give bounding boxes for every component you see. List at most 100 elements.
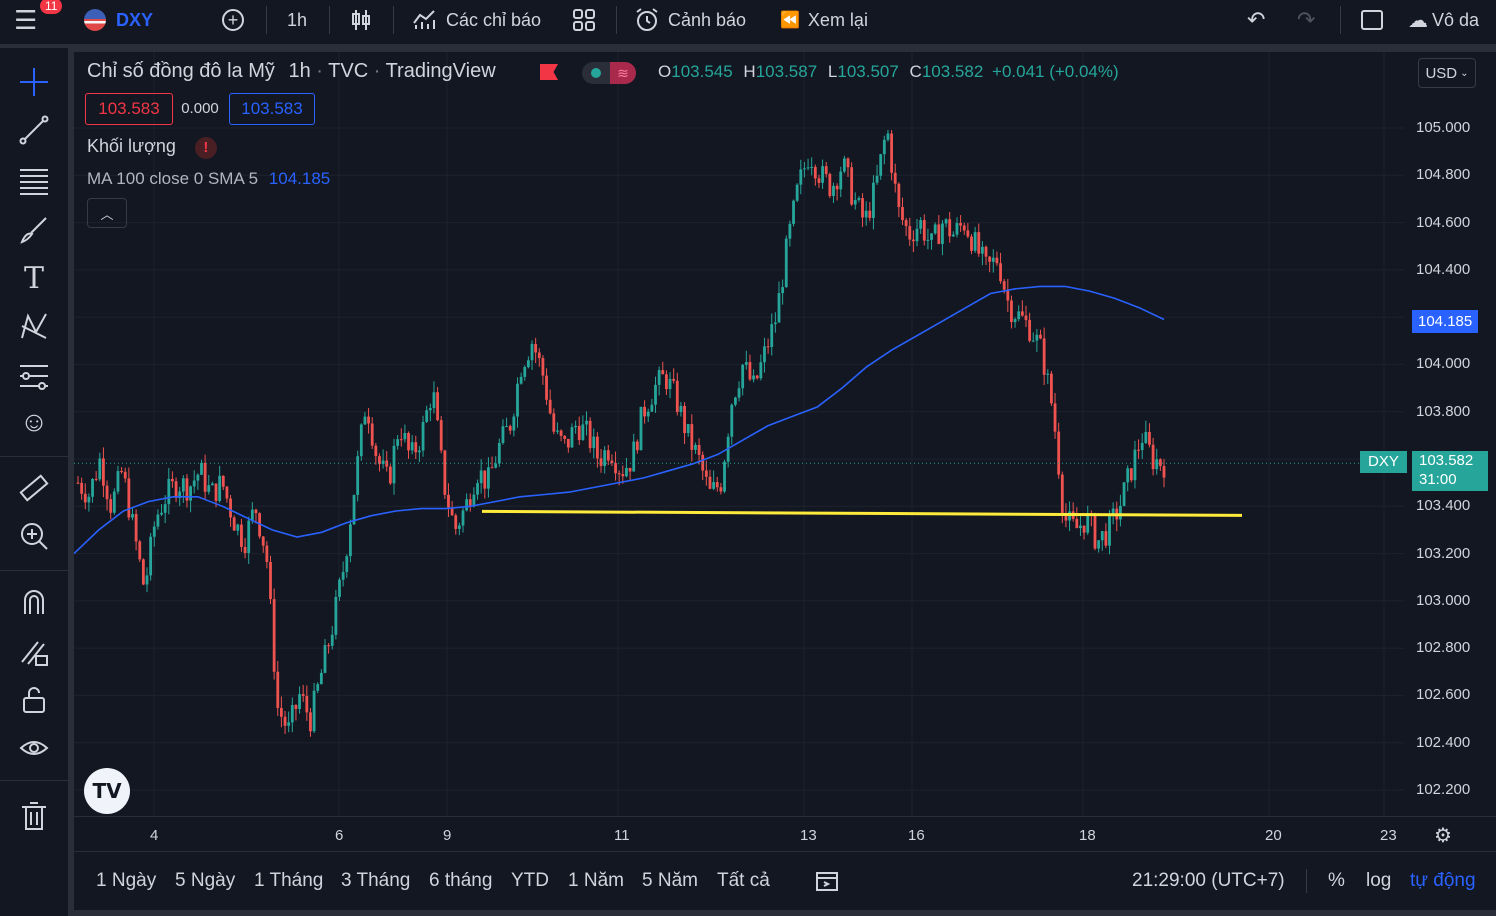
candle-body [654, 384, 657, 405]
range-button[interactable]: 1 Năm [568, 870, 624, 891]
pattern-tool[interactable] [14, 306, 54, 346]
undo-button[interactable]: ↶ [1247, 0, 1265, 40]
price-chart[interactable] [74, 52, 1496, 816]
candle-body [240, 524, 243, 547]
currency-button[interactable]: USD ⌄ [1418, 58, 1476, 88]
market-status-toggle[interactable]: ≋ [582, 62, 636, 84]
candle-body [1053, 403, 1057, 432]
price-tick-label: 104.800 [1416, 166, 1471, 184]
interval-button[interactable]: 1h [287, 0, 307, 40]
ruler-tool[interactable] [14, 468, 54, 508]
candle-body [661, 370, 665, 375]
candle-body [893, 172, 897, 184]
ma-price-tag: 104.185 [1412, 309, 1479, 333]
layout-select-button[interactable] [1361, 0, 1383, 40]
compare-button[interactable]: + [222, 0, 244, 40]
alerts-button[interactable]: Cảnh báo [634, 0, 746, 40]
spread-value: 0.000 [181, 99, 219, 117]
candle-body [254, 509, 258, 514]
buy-button[interactable]: 103.583 [229, 93, 315, 125]
candle-body [294, 705, 298, 709]
lock-all-tool[interactable] [14, 680, 54, 720]
candle-body [1108, 514, 1111, 546]
candle-body [1133, 449, 1137, 481]
candle-body [1024, 315, 1028, 320]
crosshair-icon [20, 68, 48, 96]
candle-body [116, 471, 120, 492]
range-button[interactable]: 1 Tháng [254, 870, 324, 891]
chart-settings-gear-icon[interactable]: ⚙ [1434, 825, 1452, 847]
alarm-clock-icon [636, 8, 658, 31]
us-flag-icon [84, 9, 106, 31]
ma-label: MA 100 close 0 SMA 5 [87, 169, 259, 188]
volume-legend: Khối lượng ! [87, 136, 217, 159]
candle-body [810, 166, 814, 168]
replay-label: Xem lại [807, 9, 868, 30]
auto-scale-toggle[interactable]: tự động [1410, 852, 1476, 910]
candle-body [541, 358, 545, 376]
range-button[interactable]: 3 Tháng [341, 870, 411, 891]
brush-tool[interactable] [14, 210, 54, 250]
candle-body [799, 169, 803, 185]
candle-body [305, 695, 309, 713]
candle-body [192, 480, 196, 487]
save-cloud-button[interactable]: ☁ Vô da [1408, 0, 1479, 40]
chevron-down-icon: ⌄ [1460, 67, 1469, 79]
collapse-legend-button[interactable]: ︿ [87, 198, 127, 228]
error-icon[interactable]: ! [194, 137, 217, 159]
trend-line-tool[interactable] [14, 110, 54, 150]
candle-body [675, 380, 679, 412]
icon-tool[interactable]: ☺ [14, 402, 54, 442]
timezone-button[interactable]: 21:29:00 (UTC+7) [1132, 852, 1285, 910]
candle-body [890, 133, 893, 173]
lock-drawing-tool[interactable] [14, 632, 54, 672]
price-axis[interactable]: 105.000 104.800 104.600 104.400 104.185 104.0… [1360, 52, 1496, 816]
crosshair-tool[interactable] [14, 62, 54, 102]
candle-body [857, 198, 861, 201]
text-tool[interactable]: T [14, 258, 54, 298]
percent-toggle[interactable]: % [1328, 852, 1345, 910]
brush-icon [20, 217, 47, 244]
hide-drawings-tool[interactable] [14, 728, 54, 768]
range-button[interactable]: 6 tháng [429, 870, 493, 891]
candle-body [160, 512, 163, 515]
remove-drawings-tool[interactable] [14, 796, 54, 836]
prediction-tool[interactable] [14, 356, 54, 396]
sell-button[interactable]: 103.583 [85, 93, 173, 125]
candle-body [962, 225, 966, 231]
replay-button[interactable]: ⏪ Xem lại [780, 0, 868, 40]
layouts-button[interactable] [572, 0, 596, 40]
trend-line-icon [19, 115, 49, 145]
indicators-button[interactable]: Các chỉ báo [412, 0, 541, 40]
chart-pane[interactable]: Chỉ số đồng đô la Mỹ 1h · TVC · TradingV… [74, 52, 1496, 816]
price-tick-label: 102.800 [1416, 639, 1471, 657]
go-to-date-button[interactable] [814, 852, 840, 910]
candle-body [163, 504, 167, 513]
candle-body [545, 375, 548, 400]
chart-type-button[interactable] [350, 0, 372, 40]
range-button[interactable]: 5 Năm [642, 870, 698, 891]
tradingview-logo[interactable]: TV [84, 768, 130, 814]
range-button[interactable]: Tất cả [717, 870, 770, 891]
candle-body [410, 442, 414, 451]
candle-body [563, 435, 567, 439]
main-menu-button[interactable]: ☰ 11 [14, 0, 63, 40]
flag-icon[interactable] [540, 64, 558, 80]
zoom-tool[interactable] [14, 516, 54, 556]
time-scale[interactable]: 4 6 9 11 13 16 18 20 23 ⚙ [74, 816, 1496, 851]
candle-body [1039, 334, 1042, 339]
price-tick-label: 102.400 [1416, 733, 1471, 751]
candle-body [149, 536, 153, 576]
candle-body [98, 458, 102, 480]
range-button[interactable]: YTD [511, 870, 549, 891]
price-tick-label: 102.200 [1416, 781, 1471, 798]
fib-tool[interactable] [14, 160, 54, 200]
range-button[interactable]: 5 Ngày [175, 870, 236, 891]
magnet-tool[interactable] [14, 582, 54, 622]
symbol-search-button[interactable]: DXY [84, 0, 153, 40]
candle-body [450, 507, 454, 516]
log-toggle[interactable]: log [1366, 852, 1391, 910]
candle-body [363, 416, 367, 425]
redo-button[interactable]: ↷ [1297, 0, 1315, 40]
range-button[interactable]: 1 Ngày [96, 870, 157, 891]
